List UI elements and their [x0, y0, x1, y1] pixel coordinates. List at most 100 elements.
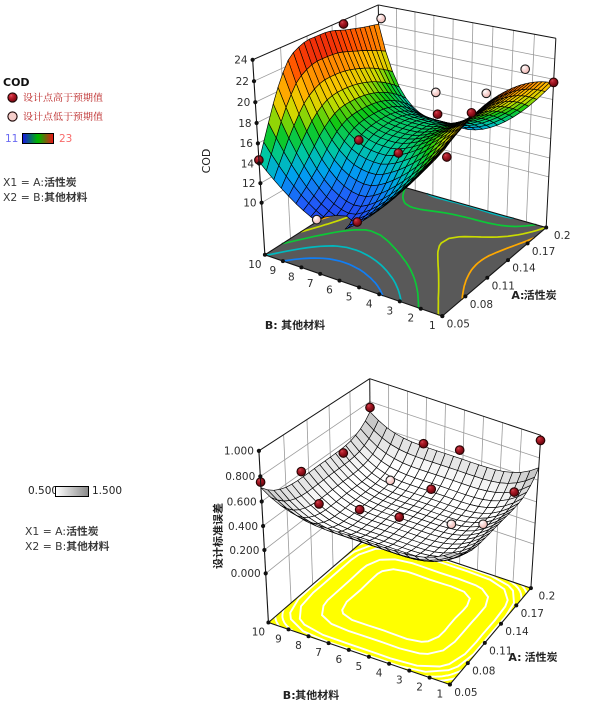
design-point-below [520, 64, 531, 75]
y-tick-label: 6 [326, 285, 333, 297]
z-tick-label: 16 [240, 138, 254, 150]
z-axis: 0.000 0.200 0.400 0.600 0.800 1.000 [224, 446, 269, 623]
floor-contour [437, 677, 457, 682]
y-tick-dot [366, 654, 371, 659]
design-point-above-icon [7, 92, 18, 103]
y-tick-dot [427, 675, 432, 680]
x-tick-label: 0.08 [470, 299, 493, 311]
y-tick-label: 8 [295, 640, 302, 652]
z-tick-label: 0.000 [231, 568, 261, 580]
design-point-below [478, 519, 488, 530]
floor-contour [461, 237, 535, 300]
design-point-above [432, 109, 443, 120]
z-axis-title: COD [200, 149, 213, 174]
z-tick-dot [263, 571, 268, 576]
legend-above-label [23, 90, 131, 109]
y-tick-label: 5 [356, 661, 363, 673]
y-axis-title: B: [265, 319, 325, 332]
floor-contour [426, 192, 515, 220]
floor-contour [289, 543, 515, 673]
design-point-above [353, 135, 364, 145]
legend-above-row [5, 90, 103, 105]
y-tick-label: 7 [315, 647, 322, 659]
y-tick-dot [447, 682, 452, 687]
y-tick-label: 9 [270, 265, 277, 277]
z-tick-dot [262, 547, 267, 553]
se-factor-x2-label: X2 = B: [25, 539, 176, 559]
floor-contour [320, 558, 490, 655]
y-tick-label: 3 [396, 675, 403, 687]
legend-below-label [23, 109, 131, 128]
z-tick-label: 0.400 [228, 521, 258, 533]
x-tick-label: 0.17 [532, 246, 555, 258]
se-factor-x1-label: X1 = A: [25, 524, 164, 544]
x-tick-label: 0.2 [539, 591, 556, 603]
axis-labels: A: B: [212, 503, 558, 702]
y-tick-dot [440, 314, 445, 319]
svg-text:A:: A: [508, 651, 521, 664]
y-tick-label: 8 [288, 271, 295, 283]
z-tick-dot [254, 120, 259, 126]
surface-cell [434, 142, 450, 160]
svg-text:B:: B: [265, 319, 278, 332]
z-tick-dot [259, 200, 264, 205]
x-tick-dot [528, 586, 533, 591]
design-point-above [314, 499, 324, 509]
design-point-above [394, 512, 405, 522]
design-point-below [385, 475, 396, 486]
design-point-above [509, 487, 520, 497]
floor-contour [265, 245, 402, 303]
x-tick-label: 0.2 [554, 230, 571, 242]
z-tick-label: 20 [237, 97, 250, 109]
design-point-above [426, 484, 437, 495]
text-glyphs [23, 111, 103, 121]
x-tick-dot [482, 640, 487, 645]
floor-contour [298, 547, 509, 668]
color-scale-bar [22, 133, 54, 144]
floor [268, 533, 532, 686]
floor-contour [281, 229, 420, 309]
y-tick-label: 10 [248, 259, 261, 271]
y-tick-label: 4 [376, 668, 383, 680]
y-tick-label: 1 [429, 320, 436, 332]
svg-text:X2 = B:: X2 = B: [3, 191, 44, 204]
x-tick-label: 0.08 [472, 666, 495, 678]
design-point-above [548, 77, 559, 88]
x-tick-label: 0.11 [492, 280, 515, 292]
y-tick-dot [397, 299, 402, 304]
design-point-above [466, 107, 477, 118]
x-tick-dot [544, 225, 549, 230]
svg-text:X1 = A:: X1 = A: [3, 176, 44, 189]
x-tick-label: 0.14 [512, 263, 536, 275]
design-point-above [418, 438, 429, 449]
design-point-above [441, 152, 452, 162]
surface-cell [260, 487, 278, 501]
x-tick-dot [525, 241, 530, 246]
response-title: COD [3, 76, 30, 89]
factor-x1-label: X1 = A: [3, 175, 142, 195]
floor-plane [268, 534, 531, 685]
z-tick-dot [253, 100, 258, 105]
design-point-below [376, 13, 386, 24]
z-tick-label: 14 [241, 158, 255, 170]
design-point-above [296, 466, 307, 477]
x-tick-label: 0.14 [505, 626, 529, 638]
y-tick-label: 5 [346, 291, 353, 303]
z-axis-title [212, 503, 224, 569]
floor-contour [436, 226, 547, 316]
svg-text:X2 = B:: X2 = B: [25, 540, 66, 553]
x-tick-label: 0.05 [447, 319, 470, 331]
design-point-above [393, 148, 404, 158]
text-glyphs [23, 92, 103, 102]
y-tick-label: 2 [416, 682, 423, 694]
legend-below-row [5, 109, 103, 124]
x-tick-dot [463, 294, 468, 299]
text-glyphs: X2 = B: [3, 191, 88, 204]
z-tick-dot [259, 499, 264, 504]
design-point-below [430, 87, 441, 98]
x-tick-label: 0.05 [454, 687, 477, 699]
y-tick-dot [286, 627, 291, 632]
design-point-above [352, 217, 363, 227]
design-point-below [481, 88, 492, 99]
